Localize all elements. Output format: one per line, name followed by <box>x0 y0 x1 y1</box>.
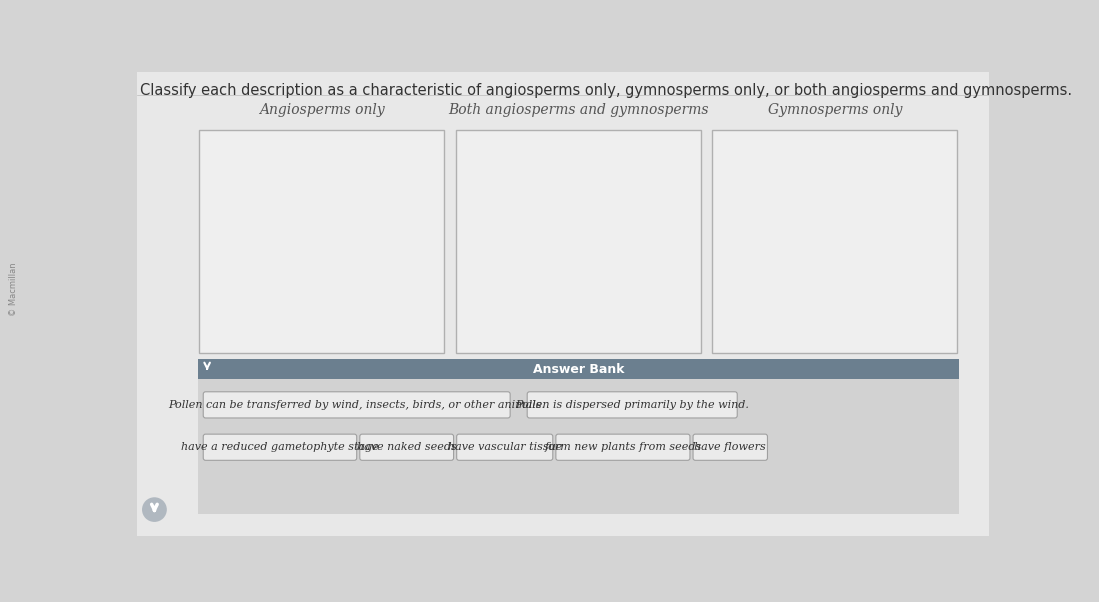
Text: © Macmillan: © Macmillan <box>9 262 18 316</box>
FancyBboxPatch shape <box>203 392 510 418</box>
Text: Pollen is dispersed primarily by the wind.: Pollen is dispersed primarily by the win… <box>515 400 750 410</box>
FancyBboxPatch shape <box>456 130 701 353</box>
Text: Answer Bank: Answer Bank <box>533 363 624 376</box>
FancyBboxPatch shape <box>556 434 690 461</box>
Circle shape <box>142 497 167 522</box>
Text: form new plants from seeds: form new plants from seeds <box>544 442 701 452</box>
Text: Pollen can be transferred by wind, insects, birds, or other animals.: Pollen can be transferred by wind, insec… <box>168 400 545 410</box>
FancyBboxPatch shape <box>203 434 357 461</box>
Text: Classify each description as a characteristic of angiosperms only, gymnosperms o: Classify each description as a character… <box>141 83 1073 98</box>
Bar <box>198 359 958 379</box>
FancyBboxPatch shape <box>199 130 444 353</box>
Text: Angiosperms only: Angiosperms only <box>259 103 385 117</box>
Text: Gymnosperms only: Gymnosperms only <box>767 103 902 117</box>
FancyBboxPatch shape <box>359 434 454 461</box>
FancyBboxPatch shape <box>693 434 767 461</box>
Bar <box>198 379 958 514</box>
FancyBboxPatch shape <box>528 392 737 418</box>
Text: have vascular tissue: have vascular tissue <box>447 442 562 452</box>
Text: have flowers: have flowers <box>695 442 766 452</box>
FancyBboxPatch shape <box>712 130 957 353</box>
Text: have naked seeds: have naked seeds <box>357 442 456 452</box>
Text: have a reduced gametophyte stage: have a reduced gametophyte stage <box>181 442 379 452</box>
FancyBboxPatch shape <box>457 434 553 461</box>
Text: Both angiosperms and gymnosperms: Both angiosperms and gymnosperms <box>448 103 709 117</box>
